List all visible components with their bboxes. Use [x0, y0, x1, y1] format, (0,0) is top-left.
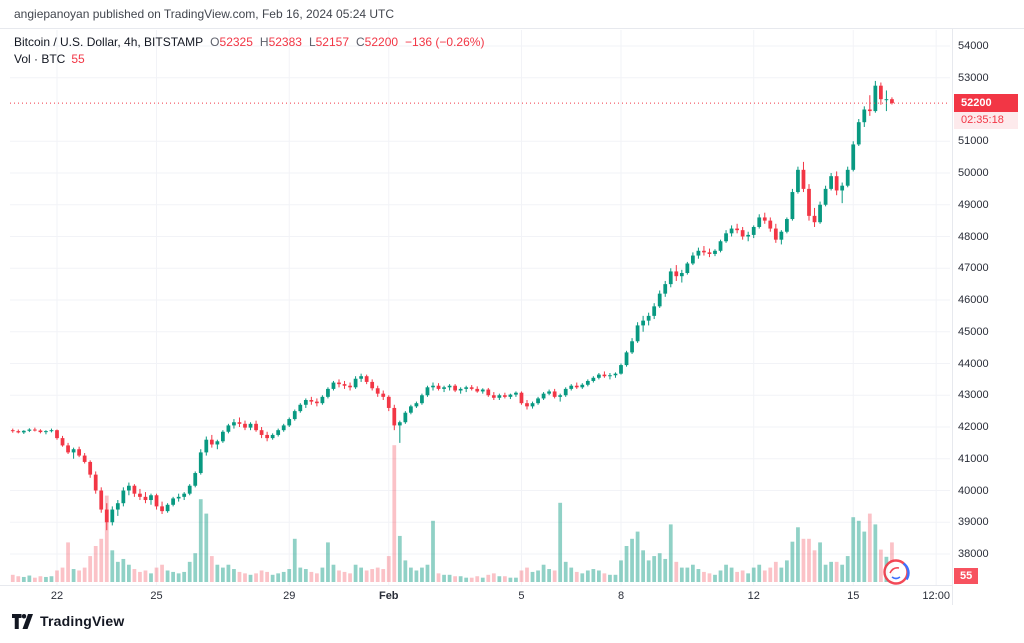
- bar-countdown: 02:35:18: [954, 112, 1018, 130]
- last-price-badge: 52200: [954, 94, 1018, 113]
- price-axis-label: 43000: [958, 389, 989, 402]
- ohlc-h: H52383: [259, 35, 302, 49]
- attribution-text: angiepanoyan published on TradingView.co…: [14, 7, 395, 21]
- last-price-label: 52200 02:35:18: [954, 94, 1018, 130]
- time-axis-label: 8: [617, 590, 625, 602]
- symbol-title[interactable]: Bitcoin / U.S. Dollar, 4h, BITSTAMP: [14, 35, 204, 49]
- price-axis-label: 44000: [958, 357, 989, 370]
- time-axis-label: 22: [50, 590, 64, 602]
- tradingview-brand: TradingView: [40, 613, 125, 629]
- legend: Bitcoin / U.S. Dollar, 4h, BITSTAMP O5232…: [14, 34, 484, 68]
- ohlc-values: O52325 H52383 L52157 C52200: [203, 35, 398, 49]
- time-axis-label: 29: [283, 590, 296, 602]
- time-axis[interactable]: 22 25 29 Feb 5 8 12 15 12:00: [0, 590, 952, 606]
- time-axis-label: 5: [518, 590, 525, 602]
- price-axis-label: 46000: [958, 294, 989, 306]
- price-axis-label: 38000: [958, 548, 989, 560]
- ohlc-c: C52200: [356, 35, 399, 49]
- tradingview-link[interactable]: TradingView: [12, 613, 124, 629]
- price-axis-label: 40000: [958, 484, 989, 497]
- volume-indicator-label[interactable]: Vol · BTC: [14, 52, 66, 66]
- tradingview-logo-icon: [12, 613, 33, 629]
- price-axis-label: 41000: [958, 452, 989, 465]
- price-axis-label: 48000: [958, 230, 989, 243]
- price-axis-label: 39000: [958, 516, 989, 529]
- time-axis-label: Feb: [378, 590, 399, 602]
- time-axis-label: 25: [150, 590, 163, 602]
- price-axis-label: 49000: [958, 198, 989, 211]
- volume-axis-badge: 55: [954, 568, 979, 584]
- price-axis-label: 42000: [958, 421, 989, 433]
- price-axis-label: 53000: [958, 71, 989, 84]
- price-axis-label: 50000: [958, 167, 989, 179]
- price-axis-label: 51000: [958, 135, 989, 148]
- ohlc-o: O52325: [210, 35, 253, 49]
- price-axis[interactable]: 54000 53000 51000 50000 49000 48000 47000 46000…: [956, 0, 1018, 585]
- volume-value: 55: [71, 52, 85, 66]
- publisher-watermark-icon: [883, 559, 910, 585]
- chart-top-divider: [0, 28, 1024, 29]
- price-axis-divider: [952, 28, 953, 605]
- time-axis-label: 12: [747, 590, 760, 602]
- price-axis-label: 47000: [958, 262, 989, 275]
- price-axis-label: 45000: [958, 325, 989, 338]
- time-axis-divider: [0, 585, 952, 586]
- time-axis-label: 15: [847, 590, 860, 602]
- time-axis-label: 12:00: [922, 590, 950, 602]
- price-axis-label: 54000: [958, 40, 989, 52]
- price-change: −136 (−0.26%): [405, 35, 485, 49]
- ohlc-l: L52157: [308, 35, 349, 49]
